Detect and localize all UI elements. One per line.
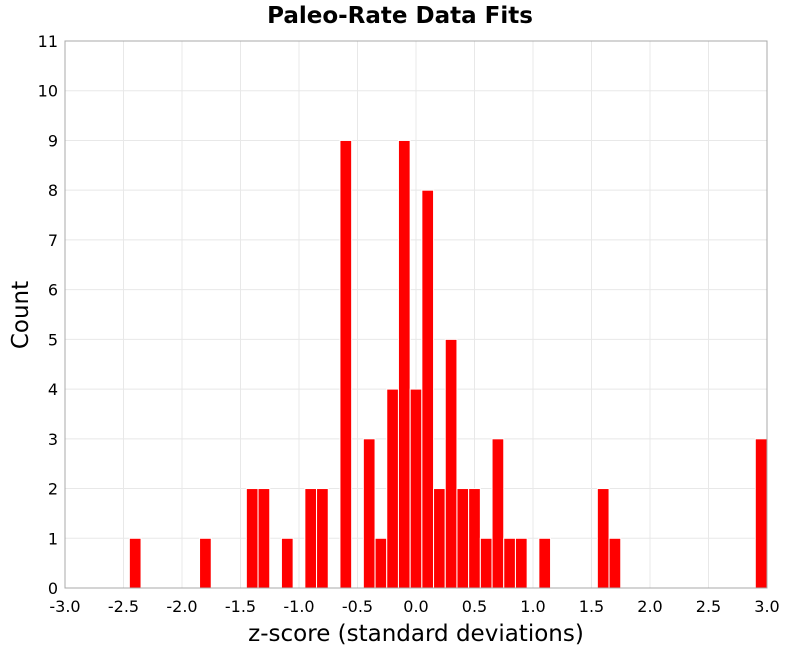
- x-tick-label: 0.0: [403, 597, 428, 616]
- x-tick-label: -3.0: [49, 597, 80, 616]
- x-tick-label: -0.5: [342, 597, 373, 616]
- x-tick-labels: -3.0 -2.5 -2.0 -1.5 -1.0 -0.5 0.0 0.5 1.0 1.5 2.0 2…: [49, 597, 779, 616]
- x-tick-label: 2.0: [637, 597, 662, 616]
- x-tick-label: 2.5: [696, 597, 721, 616]
- histogram-bar: [397, 139, 411, 589]
- histogram-bar: [538, 537, 552, 589]
- histogram-bar: [304, 488, 318, 589]
- x-tick-label: 1.5: [579, 597, 604, 616]
- x-tick-label: -2.5: [108, 597, 139, 616]
- y-tick-label: 7: [48, 231, 58, 250]
- y-tick-label: 6: [48, 281, 58, 300]
- y-tick-label: 2: [48, 480, 58, 499]
- y-tick-label: 10: [38, 82, 58, 101]
- plot-frame: [64, 40, 768, 589]
- y-axis-label: Count: [8, 281, 34, 349]
- y-tick-label: 5: [48, 330, 58, 349]
- y-tick-label: 4: [48, 380, 58, 399]
- histogram-bar: [128, 537, 142, 589]
- x-tick-label: 1.0: [520, 597, 545, 616]
- histogram-bar: [257, 488, 271, 589]
- histogram-bar: [245, 488, 259, 589]
- histogram-bar: [503, 537, 516, 589]
- histogram-bar: [433, 488, 446, 589]
- histogram-bar: [468, 488, 481, 589]
- y-tick-label: 1: [48, 529, 58, 548]
- histogram-bar: [479, 537, 493, 589]
- histogram-bar: [456, 488, 470, 589]
- x-tick-label: 3.0: [754, 597, 779, 616]
- histogram-bar: [409, 388, 423, 589]
- x-tick-label: -2.0: [166, 597, 197, 616]
- histogram-bar: [280, 537, 294, 589]
- histogram-bar: [386, 388, 399, 589]
- x-tick-label: -1.0: [283, 597, 314, 616]
- y-tick-labels: 0 1 2 3 4 5 6 7 8 9 10 11: [38, 32, 58, 598]
- histogram-bar: [199, 537, 212, 589]
- histogram-bar: [491, 438, 505, 589]
- y-tick-label: 11: [38, 32, 58, 51]
- histogram-bar: [374, 537, 388, 589]
- y-tick-label: 8: [48, 181, 58, 200]
- x-tick-label: -1.5: [225, 597, 256, 616]
- histogram-bar: [596, 488, 610, 589]
- y-tick-label: 0: [48, 579, 58, 598]
- bars: [128, 139, 768, 589]
- y-tick-label: 3: [48, 430, 58, 449]
- chart-title: Paleo-Rate Data Fits: [267, 3, 533, 29]
- histogram-bar: [339, 139, 353, 589]
- y-tick-label: 9: [48, 131, 58, 150]
- histogram-bar: [421, 189, 435, 589]
- x-axis-label: z-score (standard deviations): [248, 621, 584, 647]
- histogram-bar: [754, 438, 768, 589]
- histogram-bar: [316, 488, 329, 589]
- histogram-bar: [362, 438, 376, 589]
- histogram-bar: [514, 537, 528, 589]
- histogram-bar: [608, 537, 622, 589]
- histogram-bar: [444, 338, 458, 589]
- x-tick-label: 0.5: [462, 597, 487, 616]
